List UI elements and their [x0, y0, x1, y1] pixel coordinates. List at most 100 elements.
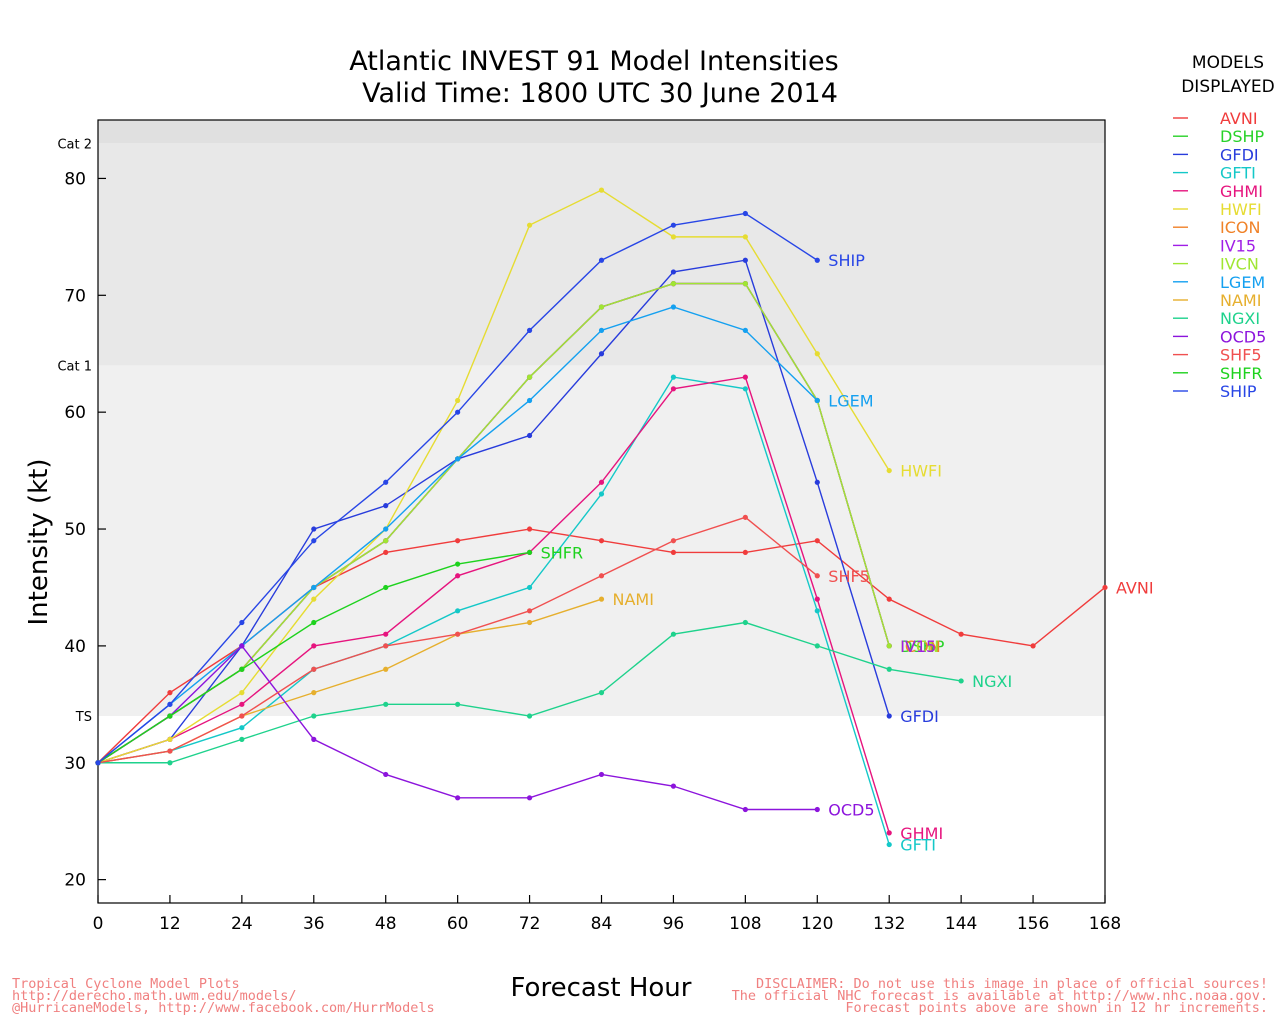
- point-ghmi-132: [886, 830, 892, 836]
- point-ivcn-48: [383, 538, 389, 544]
- point-avni-72: [526, 526, 533, 532]
- point-ocd5-108: [742, 806, 748, 813]
- series-lgem: [95, 304, 820, 766]
- point-hwfi-36: [311, 596, 317, 602]
- point-nami-84: [598, 596, 605, 602]
- end-label-hwfi: HWFI: [900, 462, 942, 481]
- point-shfr-12: [167, 713, 173, 719]
- x-tick-label-144: 144: [945, 914, 977, 934]
- point-nami-36: [311, 690, 317, 696]
- end-label-ivcn: IVCN: [900, 637, 939, 656]
- end-label-avni: AVNI: [1116, 578, 1154, 597]
- point-lgem-108: [742, 327, 748, 333]
- point-ngxi-132: [886, 666, 892, 672]
- point-shfr-60: [455, 561, 461, 567]
- end-label-ghmi: GHMI: [900, 824, 943, 843]
- end-label-shfr: SHFR: [541, 543, 584, 562]
- end-label-ngxi: NGXI: [972, 672, 1012, 691]
- point-gfdi-132: [886, 713, 892, 719]
- point-ship-108: [742, 210, 748, 217]
- point-ivcn-96: [670, 281, 677, 287]
- y-axis-label: Intensity (kt): [24, 459, 54, 626]
- x-tick-label-156: 156: [1017, 914, 1049, 934]
- y-tick-label-80: 80: [64, 169, 86, 189]
- point-ocd5-96: [670, 783, 677, 789]
- end-label-lgem: LGEM: [828, 391, 873, 410]
- legend-item-nami: NAMI: [1220, 291, 1261, 310]
- legend-item-shfr: SHFR: [1220, 364, 1263, 383]
- point-gfti-72: [526, 584, 533, 591]
- chart-title: Atlantic INVEST 91 Model Intensities: [349, 46, 838, 77]
- x-axis-label: Forecast Hour: [511, 973, 692, 1003]
- point-ocd5-120: [814, 806, 820, 813]
- point-ocd5-60: [455, 795, 461, 801]
- legend-item-gfti: GFTI: [1220, 164, 1256, 183]
- point-ship-12: [167, 701, 173, 707]
- x-tick-label-60: 60: [447, 914, 469, 934]
- footer-left-line-2: http://derecho.math.uwm.edu/models/: [12, 988, 296, 1004]
- footer-right-line-2: The official NHC forecast is available a…: [732, 988, 1268, 1004]
- point-hwfi-12: [167, 736, 173, 742]
- point-ship-120: [814, 257, 820, 263]
- point-nami-72: [526, 619, 533, 626]
- point-ship-84: [598, 257, 605, 263]
- x-tick-label-24: 24: [231, 914, 253, 934]
- point-gfdi-48: [383, 503, 389, 509]
- point-hwfi-108: [742, 234, 748, 240]
- band-label-ts: TS: [75, 710, 92, 725]
- point-ocd5-72: [526, 795, 533, 801]
- series-end-labels: AVNI SHIP DSHP LGEM ICON HWFI SHFR SHF5 NAMI IVCN…: [541, 251, 1154, 854]
- point-ocd5-84: [598, 771, 605, 778]
- point-nami-48: [383, 666, 389, 672]
- legend-item-ocd5: OCD5: [1220, 327, 1266, 346]
- intensity-bands: [98, 120, 1105, 717]
- point-shfr-24: [239, 666, 245, 672]
- series-lines: [95, 187, 1108, 848]
- point-avni-60: [455, 538, 461, 544]
- legend-item-lgem: LGEM: [1220, 273, 1265, 292]
- point-hwfi-60: [455, 397, 461, 404]
- point-ghmi-96: [670, 386, 677, 392]
- legend-item-ship: SHIP: [1220, 382, 1257, 401]
- point-gfdi-72: [526, 432, 533, 439]
- legend-item-gfdi: GFDI: [1220, 145, 1259, 164]
- point-gfdi-108: [742, 257, 748, 263]
- point-avni-132: [886, 596, 892, 602]
- band-labels: TS Cat 1 Cat 2: [57, 137, 92, 725]
- point-avni-144: [958, 631, 964, 637]
- point-ship-0: [95, 760, 101, 766]
- point-ghmi-48: [383, 631, 389, 637]
- point-ocd5-36: [311, 736, 317, 742]
- band-label-cat-1: Cat 1: [57, 359, 92, 374]
- legend-item-ngxi: NGXI: [1220, 309, 1260, 328]
- point-ghmi-108: [742, 374, 748, 380]
- point-ship-96: [670, 222, 677, 228]
- point-ngxi-36: [311, 713, 317, 719]
- x-tick-label-108: 108: [729, 914, 761, 934]
- point-shf5-120: [814, 573, 820, 579]
- x-tick-label-168: 168: [1089, 914, 1121, 934]
- point-ngxi-12: [167, 760, 173, 766]
- point-ivcn-72: [526, 374, 533, 380]
- end-label-ocd5: OCD5: [828, 801, 874, 820]
- point-lgem-60: [455, 456, 461, 462]
- band-cat-2: [98, 120, 1105, 144]
- point-shf5-84: [598, 573, 605, 579]
- point-hwfi-120: [814, 351, 820, 357]
- x-tick-label-120: 120: [801, 914, 833, 934]
- point-shf5-60: [455, 631, 461, 637]
- point-ship-36: [311, 538, 317, 544]
- end-label-gfdi: GFDI: [900, 707, 939, 726]
- axis-ticks: 0 12 24 36 48 60 72 84 96 108 120 132 144 156 168 20 30 4…: [64, 169, 1121, 934]
- legend-title-displayed: DISPLAYED: [1181, 77, 1275, 97]
- footer-right: DISCLAIMER: Do not use this image in pla…: [732, 976, 1268, 1016]
- point-lgem-36: [311, 584, 317, 591]
- point-ship-72: [526, 327, 533, 333]
- point-lgem-96: [670, 304, 677, 310]
- point-ivcn-132: [886, 643, 892, 649]
- point-gfti-24: [239, 725, 245, 731]
- series-line-hwfi: [97, 189, 890, 764]
- point-avni-96: [670, 549, 677, 556]
- legend-item-dshp: DSHP: [1220, 127, 1265, 146]
